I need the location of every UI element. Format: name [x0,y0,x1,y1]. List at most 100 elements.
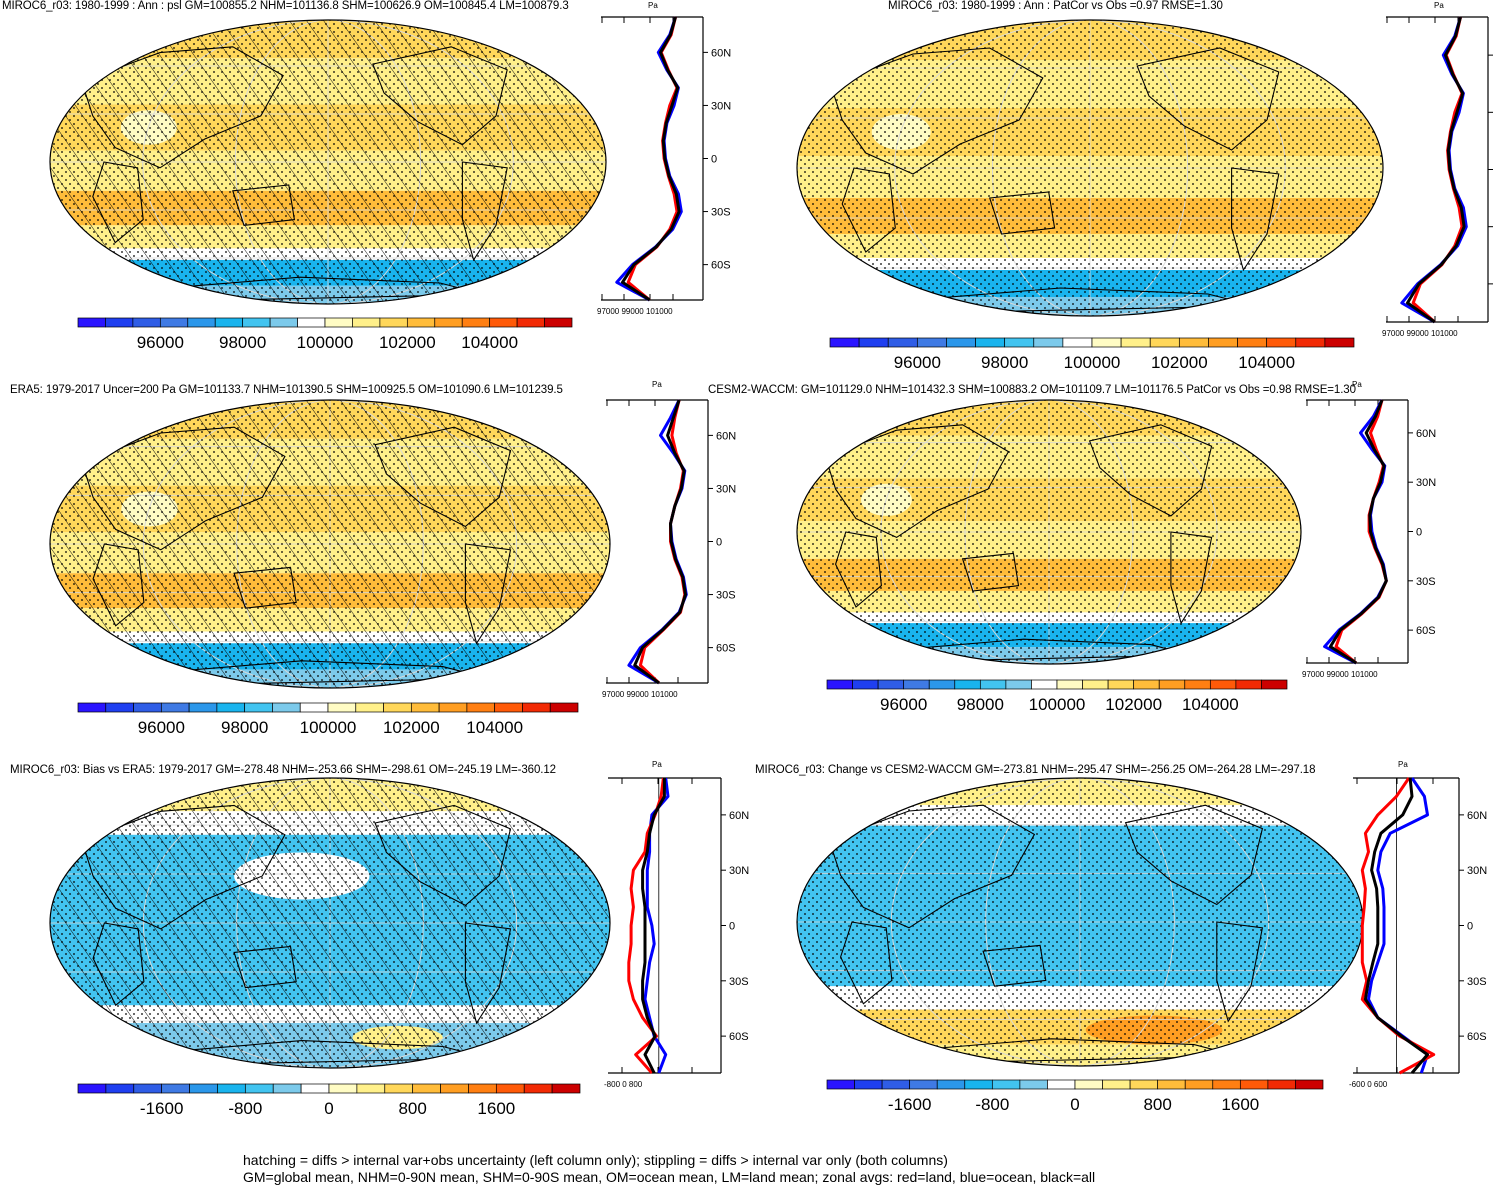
colorbar-swatch [327,702,357,713]
lat-tick-label: 30S [1416,576,1436,588]
colorbar-swatch [495,1083,525,1094]
map-border [796,399,1302,665]
zonal-avg-profile: 60N 30N 0 30S 60S 97000 99000 101000 [602,399,736,699]
colorbar-swatch [244,1083,274,1094]
panel-title: MIROC6_r03: 1980-1999 : Ann : PatCor vs … [888,0,1223,12]
units-label: Pa [652,380,662,389]
colorbar-swatch [461,317,491,328]
colorbar-swatch [299,702,329,713]
colorbar-label: 96000 [880,695,927,714]
series-line-ocean [1323,399,1388,665]
colorbar-label: 100000 [300,718,357,737]
colorbar-swatch [1184,1079,1214,1090]
colorbar-label: 800 [398,1099,426,1118]
x-tick-labels: 97000 99000 101000 [597,307,673,316]
colorbar-swatch [489,317,518,328]
colorbar-label: 98000 [981,353,1028,372]
colorbar-swatch [1267,1079,1296,1090]
footnote-line-1: hatching = diffs > internal var+obs unce… [243,1152,948,1168]
colorbar-swatch [1295,1079,1324,1090]
colorbar-swatch [826,679,853,690]
colorbar-swatch [272,1083,302,1094]
colorbar-swatch [412,1083,441,1094]
colorbar-swatch [1102,1079,1131,1090]
colorbar-swatch [406,317,436,328]
series-line-ocean [1400,16,1468,324]
colorbar-swatch [328,1083,358,1094]
colorbar-swatch [1120,337,1151,348]
colorbar-swatch [1235,679,1262,690]
colorbar-swatch [975,337,1006,348]
colorbar-swatch [1149,337,1180,348]
panel-title: MIROC6_r03: 1980-1999 : Ann : psl GM=100… [2,0,569,12]
colorbar-swatch [829,337,860,348]
colorbar-swatch [1237,337,1268,348]
colorbar-swatch [355,702,384,713]
colorbar-label: 1600 [477,1099,515,1118]
colorbar-swatch [1005,679,1032,690]
colorbar-swatch [244,702,273,713]
colorbar-swatch [1133,679,1160,690]
colorbar-swatch [854,1079,883,1090]
profile-frame: 60N 30N 0 30S 60S -600 0 600 [1349,777,1487,1089]
zonal-avg-profile: 60N 30N 0 30S 60S 97000 99000 101000 [1302,399,1436,679]
colorbar-swatch [105,317,134,328]
panel-title: MIROC6_r03: Bias vs ERA5: 1979-2017 GM=-… [10,764,556,776]
series-line-all [633,399,687,685]
units-label: Pa [1352,380,1362,389]
lat-tick-label: 60N [716,430,736,442]
colorbar-swatch [356,1083,386,1094]
hatching-overlay [50,400,610,688]
colorbar-label: 0 [1070,1095,1079,1114]
colorbar: 96000 98000 100000 102000 104000 [826,679,1288,714]
colorbar-swatch [410,702,440,713]
colorbar-label: 96000 [894,353,941,372]
series-line-ocean [643,777,670,1074]
units-label: Pa [1434,1,1444,10]
colorbar-swatch [1239,1079,1269,1090]
colorbar-swatch [105,702,134,713]
figure-footnote: hatching = diffs > internal var+obs unce… [243,1152,1095,1186]
colorbar-label: 96000 [138,718,185,737]
colorbar-label: 800 [1143,1095,1171,1114]
stippling-overlay [797,778,1363,1066]
colorbar-swatch [77,702,107,713]
lat-tick-label: 60N [729,810,749,822]
colorbar-swatch [324,317,353,328]
lat-tick-label: 30S [729,976,749,988]
lat-tick-label: 60N [1467,810,1487,822]
global-map [49,777,611,1069]
colorbar-label: 102000 [379,333,436,352]
series-line-all [1328,399,1388,665]
lat-tick-label: 30N [1467,865,1487,877]
colorbar-swatch [544,317,573,328]
colorbar-label: 104000 [1238,353,1295,372]
lat-tick-label: 30S [716,590,736,602]
x-tick-labels: -800 0 800 [604,1080,643,1089]
series-line-ocean [615,16,683,302]
colorbar: 96000 98000 100000 102000 104000 [829,337,1355,372]
colorbar-label: -800 [228,1099,262,1118]
colorbar-swatch [964,1079,993,1090]
lat-tick-label: 60S [711,260,731,272]
colorbar-swatch [1209,679,1237,690]
lat-tick-label: 0 [1467,921,1473,933]
colorbar-swatch [440,1083,469,1094]
global-map [49,399,611,689]
colorbar-label: 100000 [1064,353,1121,372]
stippling-overlay [797,20,1383,316]
lat-tick-label: 60N [1416,428,1436,440]
series-line-all [621,16,681,302]
colorbar-swatch [383,702,412,713]
colorbar-swatch [300,1083,330,1094]
colorbar-label: 104000 [1182,695,1239,714]
colorbar-swatch [189,1083,218,1094]
series-line-all [1406,16,1466,324]
colorbar-swatch [1056,679,1083,690]
colorbar-swatch [272,702,301,713]
colorbar-swatch [522,702,551,713]
colorbar-swatch [979,679,1007,690]
colorbar-swatch [1004,337,1035,348]
zonal-avg-profile: 97000 99000 101000 [1382,16,1493,338]
lat-tick-label: 60N [711,47,731,59]
